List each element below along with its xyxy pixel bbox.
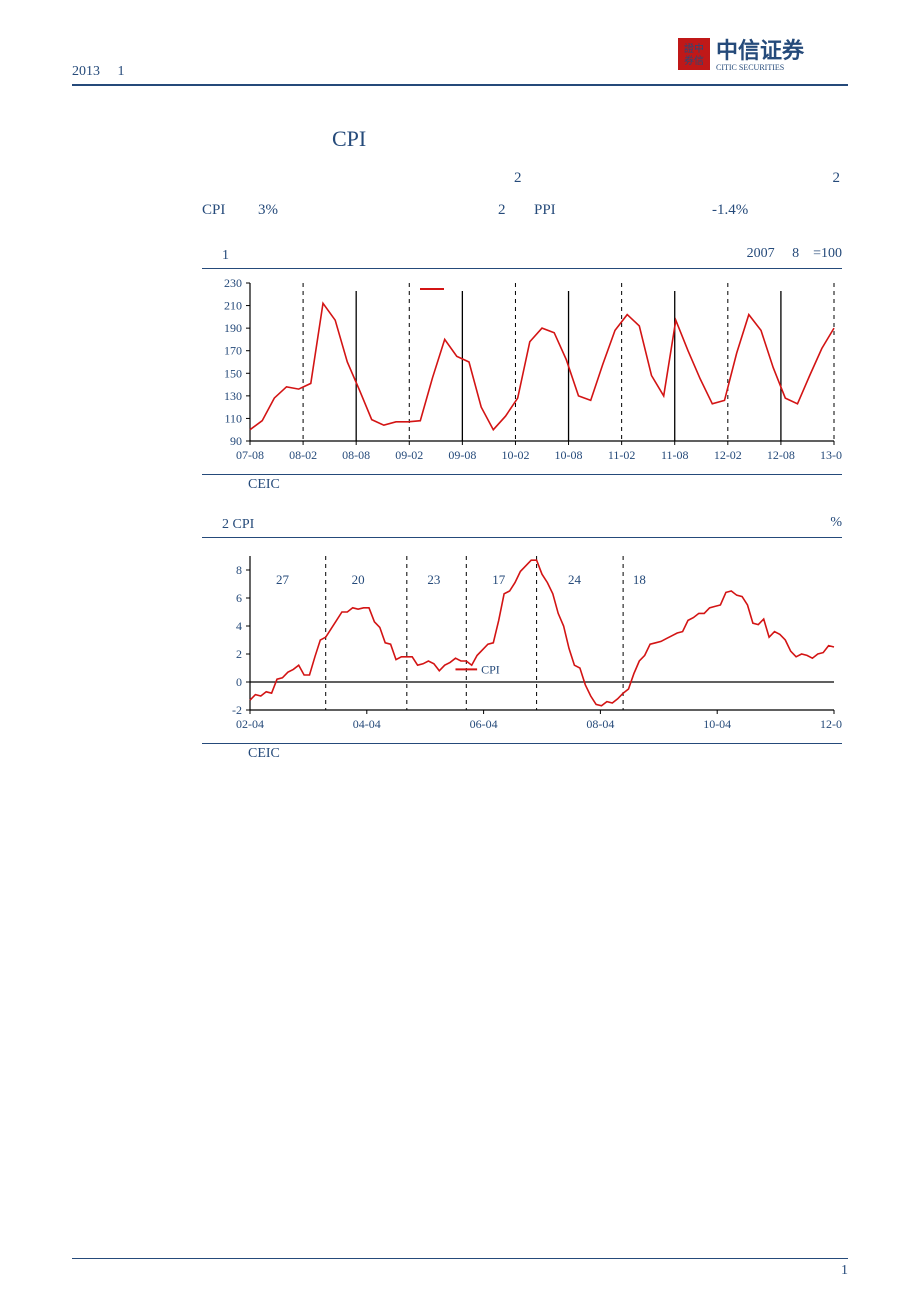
- chart-2-bot-rule: [202, 743, 842, 744]
- header-year: 2013: [72, 64, 100, 79]
- svg-text:08-02: 08-02: [289, 448, 317, 462]
- svg-text:09-08: 09-08: [448, 448, 476, 462]
- svg-text:13-02: 13-02: [820, 448, 842, 462]
- summary-num: 2: [498, 194, 506, 226]
- summary-pct: 3%: [258, 194, 278, 226]
- logo-en: CITIC SECURITIES: [716, 63, 784, 72]
- svg-text:08-08: 08-08: [342, 448, 370, 462]
- chart-2-svg: -20246802-0404-0406-0408-0410-0412-04272…: [202, 538, 842, 738]
- svg-text:CPI: CPI: [481, 662, 500, 676]
- svg-text:110: 110: [224, 411, 242, 425]
- svg-text:27: 27: [276, 572, 290, 587]
- svg-text:24: 24: [568, 572, 582, 587]
- citic-logo: 證中 券信 中信证券 CITIC SECURITIES: [678, 34, 848, 74]
- svg-text:08-04: 08-04: [586, 717, 614, 731]
- summary: 2 2 CPI 3% 2 PPI -1.4%: [202, 162, 848, 226]
- svg-text:10-08: 10-08: [555, 448, 583, 462]
- svg-text:4: 4: [236, 619, 242, 633]
- summary-ppi-pct: -1.4%: [712, 194, 748, 226]
- svg-text:04-04: 04-04: [353, 717, 381, 731]
- header-month: 1: [118, 64, 125, 79]
- svg-text:17: 17: [492, 572, 506, 587]
- svg-text:10-04: 10-04: [703, 717, 731, 731]
- chart-1-num: 1: [222, 248, 229, 264]
- chart-1-right: 2007 8 =100: [747, 246, 842, 262]
- svg-text:11-08: 11-08: [661, 448, 689, 462]
- chart-1-bot-rule: [202, 474, 842, 475]
- svg-text:證中: 證中: [684, 42, 704, 55]
- svg-text:0: 0: [236, 675, 242, 689]
- section-title: CPI: [332, 126, 848, 152]
- svg-text:2: 2: [236, 647, 242, 661]
- svg-text:230: 230: [224, 276, 242, 290]
- svg-text:130: 130: [224, 389, 242, 403]
- svg-text:170: 170: [224, 344, 242, 358]
- header-rule: [72, 84, 848, 86]
- svg-text:12-02: 12-02: [714, 448, 742, 462]
- page-number: 1: [841, 1263, 848, 1279]
- svg-text:190: 190: [224, 321, 242, 335]
- chart-2-source: CEIC: [248, 746, 842, 762]
- logo-cn: 中信证券: [716, 38, 805, 63]
- svg-text:20: 20: [352, 572, 365, 587]
- svg-text:210: 210: [224, 299, 242, 313]
- footer: 1: [72, 1258, 848, 1259]
- svg-text:23: 23: [427, 572, 440, 587]
- svg-text:6: 6: [236, 591, 242, 605]
- page-header: 2013 1 證中 券信 中信证券 CITIC SECURITIES: [72, 38, 848, 86]
- header-date: 2013 1: [72, 64, 125, 80]
- svg-text:8: 8: [236, 563, 242, 577]
- svg-text:12-04: 12-04: [820, 717, 842, 731]
- chart-2-unit: %: [830, 515, 842, 531]
- content: CPI 2 2 CPI 3% 2 PPI -1.4% 1 2007 8: [72, 126, 848, 762]
- svg-text:12-08: 12-08: [767, 448, 795, 462]
- summary-num: 2: [514, 162, 522, 194]
- chart-1: 1 2007 8 =100 90 110 130 150 170 190 210 230 07-…: [202, 246, 842, 493]
- chart-1-svg: 90 110 130 150 170 190 210 230 07-08 08-02 08-08 09…: [202, 269, 842, 469]
- svg-text:10-02: 10-02: [501, 448, 529, 462]
- svg-text:-2: -2: [232, 703, 242, 717]
- svg-text:09-02: 09-02: [395, 448, 423, 462]
- chart-2-num: 2 CPI: [222, 517, 254, 533]
- svg-text:券信: 券信: [684, 54, 704, 67]
- svg-text:07-08: 07-08: [236, 448, 264, 462]
- svg-text:90: 90: [230, 434, 242, 448]
- svg-text:18: 18: [633, 572, 646, 587]
- summary-ppi: PPI: [534, 194, 556, 226]
- svg-text:150: 150: [224, 366, 242, 380]
- summary-cpi: CPI: [202, 194, 225, 226]
- svg-text:02-04: 02-04: [236, 717, 264, 731]
- page: 2013 1 證中 券信 中信证券 CITIC SECURITIES CPI 2…: [0, 0, 920, 1301]
- chart-1-title-row: 1 2007 8 =100: [202, 246, 842, 264]
- summary-num: 2: [833, 162, 841, 194]
- chart-2: 2 CPI % -20246802-0404-0406-0408-0410-04…: [202, 515, 842, 762]
- chart-1-source: CEIC: [248, 477, 842, 493]
- svg-text:06-04: 06-04: [470, 717, 498, 731]
- svg-text:11-02: 11-02: [608, 448, 636, 462]
- chart-2-title-row: 2 CPI %: [202, 515, 842, 533]
